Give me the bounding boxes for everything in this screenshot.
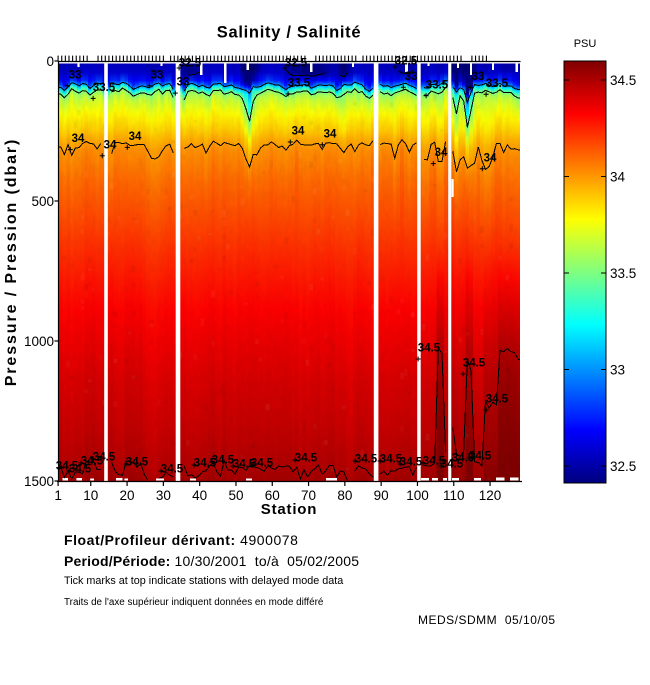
svg-text:32.5: 32.5 bbox=[610, 459, 636, 474]
svg-text:34.5: 34.5 bbox=[69, 464, 92, 476]
svg-text:MEDS/SDMM 05/10/05: MEDS/SDMM 05/10/05 bbox=[418, 613, 556, 627]
svg-text:60: 60 bbox=[265, 488, 280, 503]
svg-text:33.5: 33.5 bbox=[288, 78, 311, 90]
svg-text:33: 33 bbox=[610, 362, 625, 377]
svg-text:100: 100 bbox=[406, 488, 429, 503]
svg-text:20: 20 bbox=[120, 488, 135, 503]
svg-text:34.5: 34.5 bbox=[610, 73, 636, 88]
svg-text:70: 70 bbox=[301, 488, 316, 503]
svg-text:32.5: 32.5 bbox=[285, 58, 308, 70]
svg-text:34: 34 bbox=[435, 147, 448, 159]
svg-text:34.5: 34.5 bbox=[56, 461, 79, 473]
svg-text:34.5: 34.5 bbox=[418, 343, 441, 355]
svg-text:33.5: 33.5 bbox=[486, 78, 509, 90]
svg-text:34.5: 34.5 bbox=[233, 459, 256, 471]
svg-text:33.5: 33.5 bbox=[426, 79, 449, 91]
svg-text:Period/Période: 10/30/2001 to: Period/Période: 10/30/2001 to/à 05/02/20… bbox=[64, 553, 359, 569]
svg-text:33: 33 bbox=[151, 69, 164, 81]
svg-text:Station: Station bbox=[261, 501, 317, 518]
svg-text:34: 34 bbox=[610, 169, 626, 184]
svg-text:34.5: 34.5 bbox=[355, 454, 378, 466]
svg-text:34.5: 34.5 bbox=[212, 455, 235, 467]
svg-text:50: 50 bbox=[228, 488, 243, 503]
svg-text:PSU: PSU bbox=[574, 38, 597, 50]
svg-text:33: 33 bbox=[177, 77, 190, 89]
svg-text:34.5: 34.5 bbox=[126, 457, 149, 469]
svg-text:Tick marks at top indicate sta: Tick marks at top indicate stations with… bbox=[64, 575, 343, 587]
svg-text:33.5: 33.5 bbox=[610, 266, 636, 281]
svg-text:34: 34 bbox=[129, 131, 142, 143]
svg-text:Pressure / Pression (dbar): Pressure / Pression (dbar) bbox=[3, 138, 20, 387]
svg-text:34: 34 bbox=[484, 152, 497, 164]
svg-text:Salinity / Salinité: Salinity / Salinité bbox=[217, 24, 361, 42]
svg-text:1500: 1500 bbox=[24, 474, 54, 489]
svg-text:80: 80 bbox=[337, 488, 352, 503]
svg-text:34.5: 34.5 bbox=[469, 451, 492, 463]
svg-text:34.5: 34.5 bbox=[251, 458, 274, 470]
svg-text:0: 0 bbox=[46, 54, 54, 69]
svg-text:Float/Profileur dérivant: 4900: Float/Profileur dérivant: 4900078 bbox=[64, 532, 298, 548]
svg-text:40: 40 bbox=[192, 488, 207, 503]
svg-text:34.5: 34.5 bbox=[452, 453, 475, 465]
svg-text:34.5: 34.5 bbox=[81, 456, 104, 468]
svg-text:34.5: 34.5 bbox=[486, 394, 509, 406]
svg-text:34.5: 34.5 bbox=[463, 358, 486, 370]
svg-text:120: 120 bbox=[479, 488, 502, 503]
svg-text:34: 34 bbox=[324, 128, 337, 140]
svg-text:34: 34 bbox=[292, 126, 305, 138]
svg-text:34.5: 34.5 bbox=[380, 454, 403, 466]
svg-text:33: 33 bbox=[69, 69, 82, 81]
svg-text:33.5: 33.5 bbox=[93, 82, 116, 94]
svg-text:34.5: 34.5 bbox=[161, 464, 184, 476]
svg-text:90: 90 bbox=[374, 488, 389, 503]
svg-text:500: 500 bbox=[31, 194, 54, 209]
svg-text:34.5: 34.5 bbox=[194, 458, 217, 470]
svg-text:Traits de l'axe supérieur indi: Traits de l'axe supérieur indiquent donn… bbox=[64, 597, 324, 608]
svg-text:1000: 1000 bbox=[24, 334, 54, 349]
svg-text:32.5: 32.5 bbox=[179, 58, 202, 70]
svg-text:34: 34 bbox=[104, 139, 117, 151]
svg-text:30: 30 bbox=[156, 488, 171, 503]
svg-text:34.5: 34.5 bbox=[93, 452, 116, 464]
svg-text:34: 34 bbox=[72, 133, 85, 145]
svg-text:1: 1 bbox=[54, 488, 62, 503]
svg-text:34.5: 34.5 bbox=[295, 453, 318, 465]
svg-text:10: 10 bbox=[83, 488, 98, 503]
svg-text:34.5: 34.5 bbox=[441, 459, 464, 471]
svg-text:34.5: 34.5 bbox=[423, 456, 446, 468]
svg-text:110: 110 bbox=[443, 488, 465, 503]
svg-text:33: 33 bbox=[405, 71, 418, 83]
svg-text:34.5: 34.5 bbox=[400, 457, 423, 469]
svg-text:33: 33 bbox=[472, 71, 485, 83]
